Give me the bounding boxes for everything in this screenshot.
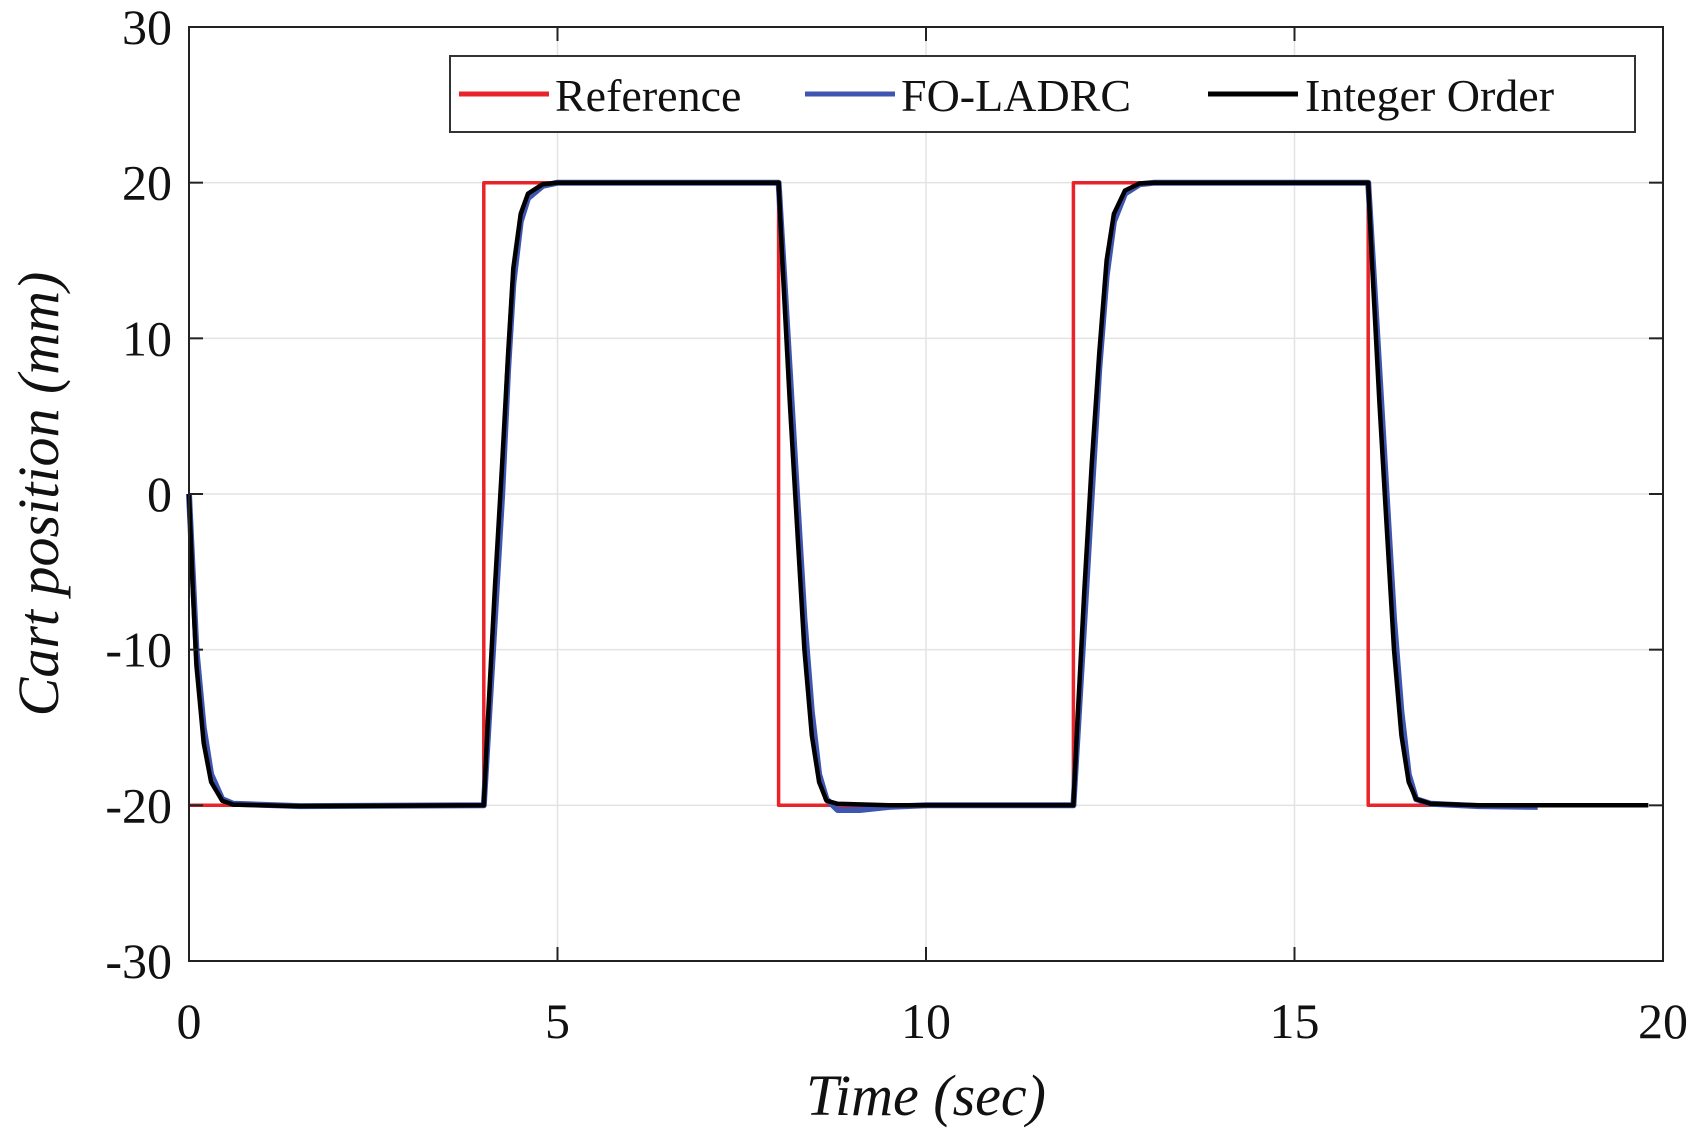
y-tick-label: -20 <box>105 777 172 833</box>
y-tick-label: 20 <box>122 155 172 211</box>
x-axis-title: Time (sec) <box>806 1063 1046 1128</box>
series-integer-order-line <box>186 180 1649 809</box>
y-tick-label: -30 <box>105 933 172 989</box>
legend-entry-fo-ladrc: FO-LADRC <box>805 70 1131 121</box>
x-tick-label: 10 <box>901 993 951 1049</box>
legend: Reference FO-LADRC Integer Order <box>449 55 1636 133</box>
grid-lines <box>188 26 1664 962</box>
tick-marks <box>188 26 1664 962</box>
y-tick-label: 30 <box>122 0 172 55</box>
y-tick-label: 10 <box>122 310 172 366</box>
x-tick-label: 15 <box>1270 993 1320 1049</box>
x-tick-label: 20 <box>1638 993 1688 1049</box>
x-tick-label: 5 <box>545 993 570 1049</box>
y-tick-labels: -30 -20 -10 0 10 20 30 <box>105 0 172 989</box>
legend-box <box>449 55 1636 133</box>
legend-label-fo-ladrc: FO-LADRC <box>901 70 1131 121</box>
y-tick-label: 0 <box>147 466 172 522</box>
y-tick-label: -10 <box>105 622 172 678</box>
x-tick-labels: 0 5 10 15 20 <box>177 993 1689 1049</box>
y-axis-title: Cart position (mm) <box>6 272 71 717</box>
legend-label-integer-order: Integer Order <box>1305 70 1554 121</box>
x-tick-label: 0 <box>177 993 202 1049</box>
legend-entry-integer-order: Integer Order <box>1208 70 1554 121</box>
legend-entry-reference: Reference <box>459 70 741 121</box>
series-layer <box>186 179 1649 813</box>
legend-label-reference: Reference <box>555 70 741 121</box>
